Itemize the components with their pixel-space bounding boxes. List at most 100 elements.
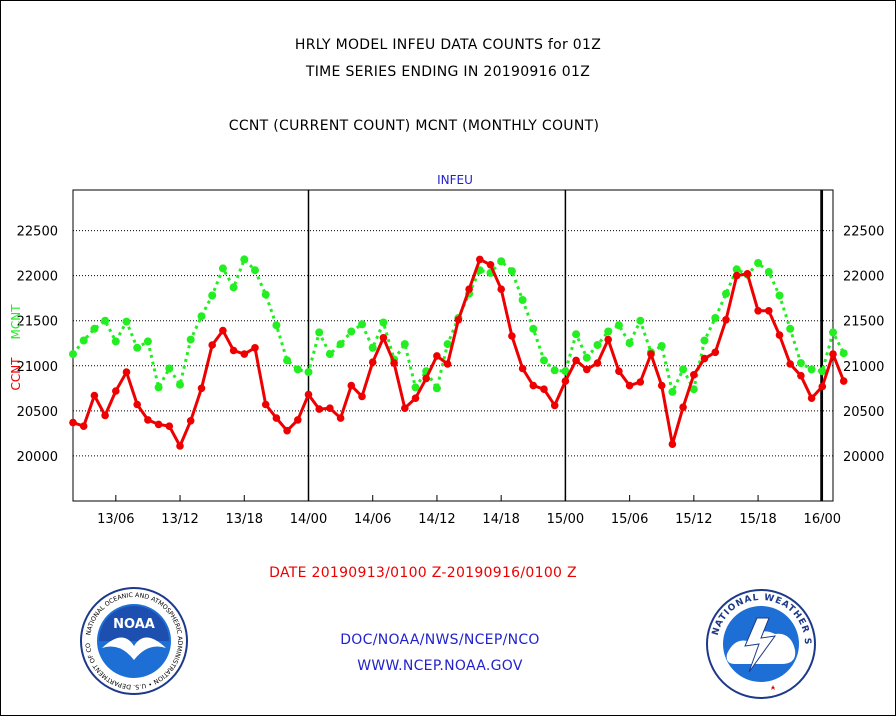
data-point-ccnt (283, 426, 291, 435)
x-tick-label: 15/12 (675, 512, 712, 527)
data-point-ccnt (401, 404, 409, 413)
data-point-mcnt (122, 317, 131, 326)
data-point-ccnt (79, 422, 88, 431)
data-point-mcnt (518, 296, 527, 304)
y-tick-label-right: 20500 (843, 405, 884, 420)
data-point-ccnt (486, 261, 495, 269)
data-point-mcnt (304, 368, 313, 377)
data-point-mcnt (154, 383, 163, 392)
data-point-mcnt (711, 314, 720, 322)
data-point-mcnt (775, 291, 784, 300)
data-point-mcnt (732, 265, 741, 274)
data-point-mcnt (636, 316, 645, 325)
data-point-mcnt (529, 324, 538, 333)
data-point-ccnt (540, 385, 548, 394)
data-point-mcnt (197, 312, 206, 321)
x-tick-label: 15/18 (739, 512, 776, 527)
data-point-ccnt (411, 394, 420, 403)
data-point-ccnt (647, 350, 655, 358)
x-tick-label: 14/18 (482, 512, 519, 527)
data-point-ccnt (690, 371, 698, 379)
data-point-mcnt (69, 350, 77, 359)
data-point-ccnt (219, 326, 227, 335)
data-point-ccnt (625, 381, 634, 390)
data-point-ccnt (122, 368, 131, 376)
data-point-ccnt (604, 335, 612, 344)
data-point-mcnt (208, 291, 217, 300)
data-point-ccnt (133, 400, 141, 409)
data-point-mcnt (315, 328, 324, 337)
data-point-mcnt (411, 383, 420, 392)
y-tick-label-left: 21000 (17, 360, 58, 375)
data-point-ccnt (508, 332, 516, 340)
data-point-ccnt (208, 341, 216, 349)
data-point-mcnt (572, 330, 581, 339)
data-point-mcnt (133, 343, 142, 352)
x-tick-label: 13/12 (161, 512, 198, 527)
data-point-ccnt (197, 384, 206, 393)
data-point-mcnt (689, 385, 698, 394)
y-tick-label-left: 22500 (17, 225, 58, 240)
data-point-mcnt (79, 336, 88, 345)
data-point-ccnt (176, 442, 184, 450)
data-point-mcnt (700, 336, 709, 345)
data-point-mcnt (796, 359, 805, 368)
y-tick-label-left: 21500 (17, 315, 58, 330)
data-point-mcnt (443, 340, 452, 349)
data-point-ccnt (561, 377, 570, 385)
data-point-mcnt (293, 365, 302, 374)
data-point-mcnt (165, 364, 174, 373)
data-point-ccnt (775, 331, 784, 339)
data-point-ccnt (529, 381, 538, 390)
data-point-ccnt (765, 307, 773, 315)
data-point-ccnt (657, 381, 666, 390)
data-point-ccnt (304, 390, 313, 399)
data-point-ccnt (90, 391, 99, 400)
data-point-mcnt (379, 318, 388, 327)
data-point-ccnt (144, 416, 152, 424)
chart-title-line1: HRLY MODEL INFEU DATA COUNTS for 01Z (294, 37, 602, 53)
data-point-ccnt (550, 401, 559, 410)
data-point-ccnt (615, 367, 623, 376)
data-point-ccnt (583, 365, 591, 374)
x-tick-label: 13/18 (226, 512, 263, 527)
data-point-ccnt (368, 358, 377, 367)
data-point-mcnt (807, 365, 816, 374)
data-point-ccnt (272, 414, 281, 422)
data-point-ccnt (465, 285, 473, 294)
nws-logo: NATIONAL WEATHER SERVICE (705, 588, 816, 699)
data-point-ccnt (454, 316, 463, 324)
data-point-ccnt (326, 404, 334, 413)
data-point-mcnt (561, 367, 570, 376)
x-tick-label: 15/00 (547, 512, 584, 527)
data-point-mcnt (358, 320, 366, 329)
data-point-mcnt (582, 353, 591, 362)
data-point-mcnt (497, 257, 506, 266)
data-point-ccnt (476, 255, 484, 264)
data-point-mcnt (101, 316, 110, 325)
data-point-ccnt (229, 346, 238, 355)
data-point-mcnt (272, 321, 281, 330)
data-point-ccnt (818, 382, 827, 391)
data-point-mcnt (550, 366, 559, 375)
data-point-ccnt (69, 418, 77, 427)
plot-area (72, 189, 834, 502)
data-point-ccnt (807, 394, 816, 403)
data-point-ccnt (261, 400, 270, 409)
data-point-ccnt (518, 364, 527, 373)
y-axis-label-ccnt: CCNT (9, 357, 23, 391)
data-point-mcnt (754, 259, 763, 267)
y-axis-label-mcnt: MCNT (9, 304, 23, 340)
data-point-ccnt (839, 377, 848, 385)
data-point-mcnt (111, 337, 120, 346)
data-point-ccnt (743, 270, 752, 278)
data-point-ccnt (154, 420, 163, 429)
chart-title-line2: TIME SERIES ENDING IN 20190916 01Z (305, 64, 591, 80)
y-tick-label-right: 20000 (843, 450, 884, 465)
data-point-ccnt (443, 360, 452, 368)
website-link[interactable]: WWW.NCEP.NOAA.GOV (357, 658, 523, 674)
data-point-mcnt (143, 337, 152, 346)
data-point-ccnt (358, 392, 366, 401)
data-point-ccnt (240, 350, 249, 358)
data-point-ccnt (722, 316, 730, 324)
